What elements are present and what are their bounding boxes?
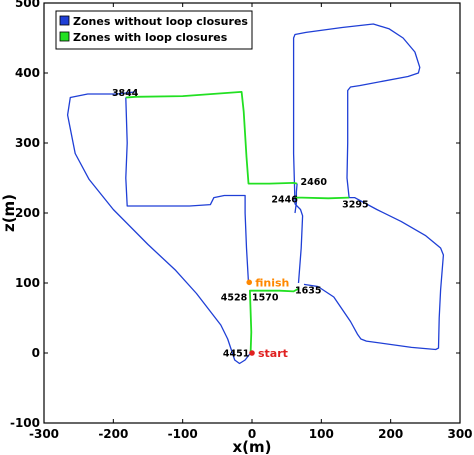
x-tick-label: -100	[168, 427, 198, 441]
annotation-2446: 2446	[271, 195, 298, 206]
series-zones-with-loop-closures-segment-2	[295, 196, 350, 200]
annotation-2460: 2460	[301, 177, 328, 188]
start-marker	[249, 350, 255, 356]
x-axis-label: x(m)	[232, 438, 271, 455]
y-tick-label: 400	[15, 66, 40, 80]
series-zones-without-loop-closures-segment-1	[66, 91, 252, 365]
finish-marker	[246, 279, 253, 286]
x-tick-label: 300	[447, 427, 472, 441]
x-tick-label: 0	[248, 427, 256, 441]
tick-layer: -300 -200 -100 0 100 200 300 -100 0 100 200 300 400 5…	[10, 0, 473, 441]
series-zones-with-loop-closures-segment-1	[125, 91, 298, 185]
y-tick-label: 100	[15, 276, 40, 290]
annotation-4528: 4528	[221, 293, 248, 304]
annotation-3295: 3295	[342, 199, 368, 210]
y-tick-label: 500	[15, 0, 40, 10]
legend: Zones without loop closures Zones with l…	[55, 10, 253, 50]
y-axis-label: z(m)	[0, 194, 18, 232]
series-layer	[66, 23, 445, 365]
finish-label: finish	[255, 276, 289, 289]
y-tick-label: 200	[15, 206, 40, 220]
legend-label-with-loop-closures: Zones with loop closures	[73, 31, 228, 44]
start-label: start	[258, 347, 288, 360]
annotation-1635: 1635	[295, 286, 321, 297]
y-tick-label: -100	[10, 416, 40, 430]
legend-swatch-with-loop-closures	[59, 31, 70, 42]
x-tick-label: -300	[29, 427, 59, 441]
plot-frame	[43, 2, 461, 424]
annotation-4451: 4451	[223, 349, 249, 360]
annotation-1570: 1570	[252, 293, 279, 304]
annotation-3844: 3844	[112, 88, 139, 99]
legend-swatch-without-loop-closures	[59, 15, 70, 26]
legend-label-without-loop-closures: Zones without loop closures	[73, 15, 248, 28]
x-tick-label: 200	[378, 427, 403, 441]
marker-layer: start finish	[246, 276, 289, 360]
legend-box	[55, 10, 253, 50]
series-zones-without-loop-closures-segment-0	[292, 23, 445, 351]
series-zones-with-loop-closures-segment-0	[248, 287, 299, 354]
y-tick-label: 0	[32, 346, 40, 360]
y-tick-label: 300	[15, 136, 40, 150]
series-zones-without-loop-closures-segment-2	[125, 97, 250, 284]
x-tick-label: -200	[98, 427, 128, 441]
x-tick-label: 100	[309, 427, 334, 441]
